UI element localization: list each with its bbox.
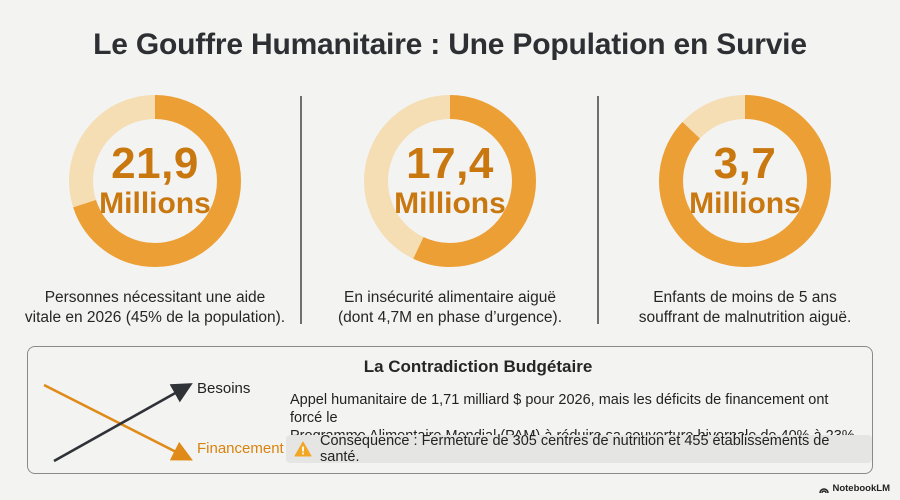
stat-food-insecurity: 17,4 Millions En insécurité alimentaire … — [305, 92, 595, 328]
ring-chart — [69, 95, 241, 267]
ring-fill — [69, 95, 241, 267]
stat-caption-line: (dont 4,7M en phase d’urgence). — [337, 309, 563, 326]
funding-line — [43, 383, 193, 461]
brand-watermark: NotebookLM — [819, 483, 890, 494]
stat-caption: Personnes nécessitant une aide vitale en… — [10, 288, 300, 328]
needs-label: Besoins — [197, 380, 251, 397]
stat-unit: Millions — [689, 187, 801, 220]
notebooklm-logo-icon — [819, 485, 830, 494]
consequence-text: Conséquence : Fermeture de 305 centres d… — [320, 433, 830, 465]
crossing-lines — [43, 383, 193, 463]
needs-line — [53, 383, 193, 463]
budget-description-line: Appel humanitaire de 1,71 milliard $ pou… — [290, 392, 829, 426]
ring-chart — [364, 95, 536, 267]
stat-ring: 3,7 Millions — [656, 92, 834, 270]
stat-caption-line: souffrant de malnutrition aiguë. — [638, 309, 852, 326]
funding-label: Financement — [197, 440, 284, 457]
ring-fill — [659, 95, 831, 267]
stat-ring: 17,4 Millions — [361, 92, 539, 270]
stat-value: 3,7 — [713, 139, 777, 188]
stat-caption-line: Personnes nécessitant une aide — [44, 289, 266, 306]
brand-label: NotebookLM — [832, 483, 890, 494]
stat-unit: Millions — [394, 187, 506, 220]
stat-caption-line: vitale en 2026 (45% de la population). — [24, 309, 286, 326]
stat-unit: Millions — [99, 187, 211, 220]
ring-chart — [659, 95, 831, 267]
stat-caption-line: Enfants de moins de 5 ans — [653, 289, 837, 306]
stat-ring: 21,9 Millions — [66, 92, 244, 270]
ring-fill — [364, 95, 536, 267]
stat-child-malnutrition: 3,7 Millions Enfants de moins de 5 ans s… — [600, 92, 890, 328]
stat-people-in-need: 21,9 Millions Personnes nécessitant une … — [10, 92, 300, 328]
page-title: Le Gouffre Humanitaire : Une Population … — [93, 28, 807, 61]
column-divider — [300, 96, 302, 324]
stat-value: 17,4 — [406, 139, 494, 188]
budget-title: La Contradiction Budgétaire — [363, 357, 593, 376]
budget-box: La Contradiction Budgétaire Besoins Fina… — [27, 346, 873, 474]
stat-caption-line: En insécurité alimentaire aiguë — [344, 289, 556, 306]
needs-vs-funding-diagram: Besoins Financement — [40, 369, 284, 469]
consequence-banner: Conséquence : Fermeture de 305 centres d… — [286, 433, 872, 465]
warning-icon — [294, 441, 312, 457]
stat-caption: En insécurité alimentaire aiguë (dont 4,… — [305, 288, 595, 328]
stat-value: 21,9 — [111, 139, 199, 188]
column-divider — [597, 96, 599, 324]
stat-caption: Enfants de moins de 5 ans souffrant de m… — [600, 288, 890, 328]
